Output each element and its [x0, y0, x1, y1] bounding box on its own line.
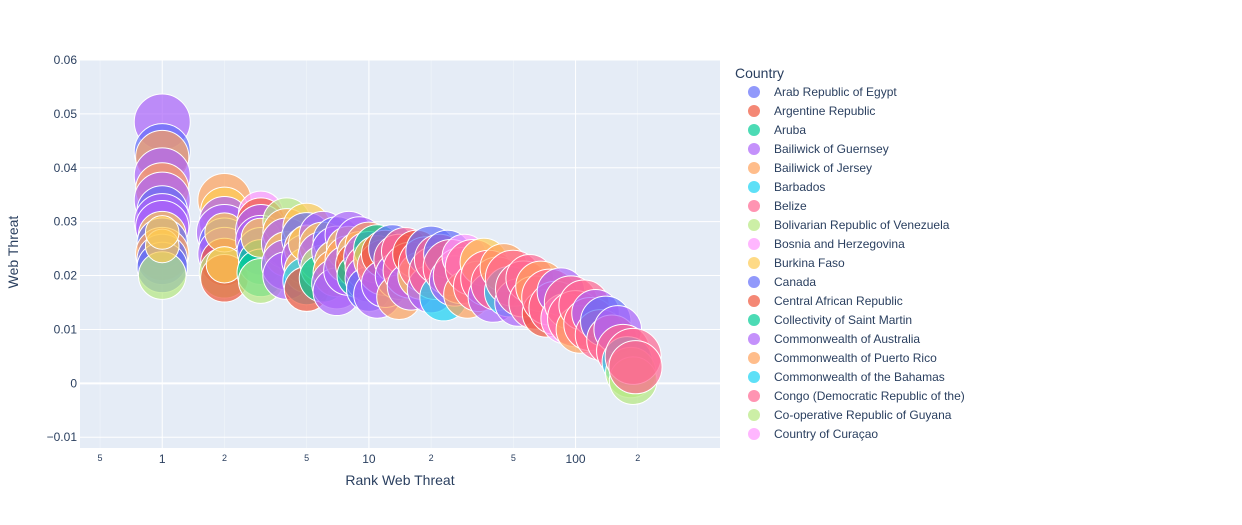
legend-label: Argentine Republic — [774, 104, 875, 118]
y-tick-label: −0.01 — [47, 430, 78, 444]
legend-item[interactable]: Bailiwick of Guernsey — [748, 142, 889, 156]
y-tick-label: 0.02 — [54, 269, 78, 283]
y-axis-title: Web Threat — [5, 216, 21, 289]
x-minor-tick-label: 5 — [304, 453, 309, 463]
x-minor-tick-label: 5 — [98, 453, 103, 463]
legend-marker — [748, 86, 760, 98]
legend-marker — [748, 219, 760, 231]
bubble-layer — [133, 93, 663, 405]
legend-item[interactable]: Bolivarian Republic of Venezuela — [748, 218, 950, 232]
legend-item[interactable]: Commonwealth of the Bahamas — [748, 370, 945, 384]
legend-marker — [748, 428, 760, 440]
legend-item[interactable]: Burkina Faso — [748, 256, 845, 270]
legend-marker — [748, 276, 760, 288]
legend-marker — [748, 200, 760, 212]
bubble-point[interactable] — [144, 215, 180, 250]
legend-item[interactable]: Congo (Democratic Republic of the) — [748, 389, 965, 403]
bubble-point[interactable] — [608, 340, 663, 395]
legend-label: Commonwealth of the Bahamas — [774, 370, 945, 384]
legend-marker — [748, 314, 760, 326]
legend-label: Bailiwick of Jersey — [774, 161, 872, 175]
x-minor-tick-label: 5 — [511, 453, 516, 463]
legend-item[interactable]: Bailiwick of Jersey — [748, 161, 872, 175]
legend: Country Arab Republic of Egypt Argentine … — [735, 65, 965, 441]
x-tick-label: 10 — [362, 452, 376, 466]
legend-item[interactable]: Commonwealth of Australia — [748, 332, 920, 346]
x-tick-label: 100 — [566, 452, 586, 466]
legend-label: Country of Curaçao — [774, 427, 878, 441]
legend-item[interactable]: Commonwealth of Puerto Rico — [748, 351, 937, 365]
legend-label: Burkina Faso — [774, 256, 845, 270]
legend-label: Belize — [774, 199, 807, 213]
legend-marker — [748, 143, 760, 155]
legend-marker — [748, 181, 760, 193]
legend-marker — [748, 257, 760, 269]
legend-label: Central African Republic — [774, 294, 903, 308]
legend-label: Collectivity of Saint Martin — [774, 313, 912, 327]
legend-marker — [748, 105, 760, 117]
x-minor-tick-label: 2 — [429, 453, 434, 463]
legend-item[interactable]: Collectivity of Saint Martin — [748, 313, 912, 327]
legend-marker — [748, 390, 760, 402]
legend-item[interactable]: Country of Curaçao — [748, 427, 878, 441]
y-tick-label: 0.01 — [54, 322, 78, 336]
y-tick-label: 0.04 — [54, 161, 78, 175]
legend-marker — [748, 352, 760, 364]
legend-item[interactable]: Co-operative Republic of Guyana — [748, 408, 952, 422]
legend-item[interactable]: Canada — [748, 275, 816, 289]
legend-label: Aruba — [774, 123, 806, 137]
legend-label: Co-operative Republic of Guyana — [774, 408, 952, 422]
y-tick-label: 0 — [70, 376, 77, 390]
y-tick-label: 0.06 — [54, 53, 78, 67]
legend-label: Barbados — [774, 180, 825, 194]
legend-item[interactable]: Central African Republic — [748, 294, 903, 308]
legend-marker — [748, 162, 760, 174]
legend-item[interactable]: Argentine Republic — [748, 104, 875, 118]
legend-label: Commonwealth of Australia — [774, 332, 920, 346]
x-axis-title: Rank Web Threat — [345, 472, 454, 488]
x-axis-ticks: 1 10 100 5 2 5 2 5 2 — [98, 452, 641, 466]
x-tick-label: 1 — [159, 452, 166, 466]
legend-item[interactable]: Barbados — [748, 180, 825, 194]
x-minor-tick-label: 2 — [635, 453, 640, 463]
legend-item[interactable]: Arab Republic of Egypt — [748, 85, 897, 99]
legend-item[interactable]: Bosnia and Herzegovina — [748, 237, 905, 251]
y-tick-label: 0.05 — [54, 107, 78, 121]
legend-label: Arab Republic of Egypt — [774, 85, 897, 99]
legend-label: Bosnia and Herzegovina — [774, 237, 905, 251]
x-minor-tick-label: 2 — [222, 453, 227, 463]
legend-marker — [748, 371, 760, 383]
legend-title: Country — [735, 65, 784, 81]
legend-marker — [748, 124, 760, 136]
legend-label: Bolivarian Republic of Venezuela — [774, 218, 950, 232]
legend-label: Canada — [774, 275, 816, 289]
legend-label: Commonwealth of Puerto Rico — [774, 351, 937, 365]
legend-label: Bailiwick of Guernsey — [774, 142, 889, 156]
y-tick-label: 0.03 — [54, 215, 78, 229]
legend-marker — [748, 295, 760, 307]
legend-label: Congo (Democratic Republic of the) — [774, 389, 965, 403]
legend-marker — [748, 238, 760, 250]
legend-item[interactable]: Belize — [748, 199, 807, 213]
legend-marker — [748, 409, 760, 421]
legend-marker — [748, 333, 760, 345]
y-axis-ticks: −0.01 0 0.01 0.02 0.03 0.04 0.05 0.06 — [47, 53, 78, 444]
legend-item[interactable]: Aruba — [748, 123, 806, 137]
